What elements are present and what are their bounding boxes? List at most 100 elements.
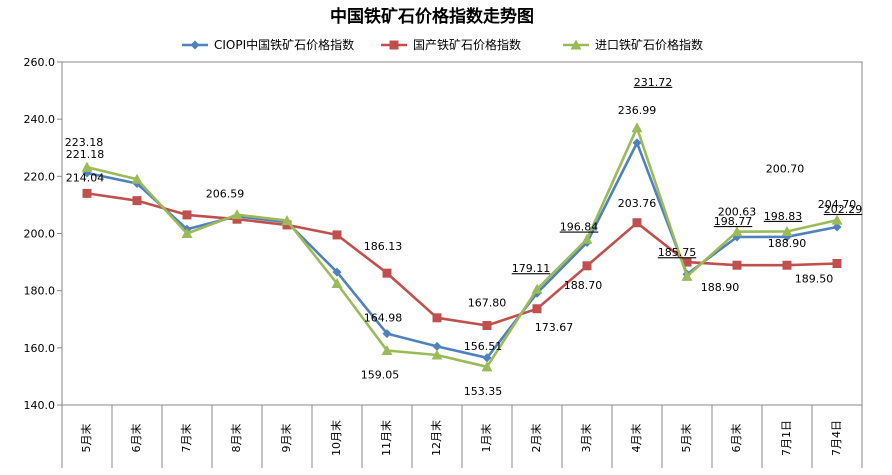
data-label: 221.18 (66, 148, 105, 161)
series-line (86, 192, 838, 327)
x-tick-label: 6月末 (729, 424, 743, 453)
data-label: 189.50 (795, 273, 834, 286)
triangle-marker (331, 278, 343, 289)
data-label: 204.70 (818, 198, 857, 211)
series-line (86, 141, 838, 360)
triangle-marker (781, 225, 793, 236)
data-label: 159.05 (361, 369, 400, 382)
data-label: 164.98 (364, 312, 403, 325)
y-tick-label: 220.0 (24, 170, 56, 183)
data-label: 196.84 (560, 221, 599, 234)
y-tick-label: 180.0 (24, 285, 56, 298)
x-tick-label: 7月1日 (780, 420, 793, 456)
data-label: 231.72 (634, 76, 673, 89)
triangle-marker (381, 345, 393, 356)
x-tick-label: 6月末 (129, 424, 143, 453)
data-label: 188.70 (564, 279, 603, 292)
triangle-marker (631, 122, 643, 133)
triangle-marker (231, 209, 243, 220)
diamond-marker (832, 222, 842, 232)
triangle-marker (431, 349, 443, 360)
data-label: 186.13 (364, 240, 403, 253)
series-3 (81, 122, 843, 372)
square-marker (382, 268, 392, 278)
data-label: 179.11 (512, 262, 551, 275)
x-tick-label: 3月末 (579, 424, 593, 453)
triangle-marker (681, 270, 693, 281)
square-marker (682, 257, 692, 267)
x-tick-label: 8月末 (229, 424, 243, 453)
square-marker (482, 321, 492, 331)
data-label: 214.04 (66, 171, 105, 184)
triangle-marker (481, 361, 493, 372)
x-tick-label: 7月4日 (830, 420, 843, 456)
x-tick-label: 4月末 (629, 424, 643, 453)
chart-title: 中国铁矿石价格指数走势图 (330, 6, 534, 27)
x-tick-label: 5月末 (679, 424, 693, 453)
square-marker (632, 218, 642, 228)
data-label: 203.76 (618, 197, 657, 210)
data-label: 198.77 (714, 215, 753, 228)
data-label: 185.75 (658, 246, 697, 259)
diamond-marker (632, 138, 642, 148)
square-marker (782, 260, 792, 270)
series-2 (82, 188, 842, 331)
y-tick-label: 260.0 (24, 56, 56, 69)
square-marker (332, 230, 342, 240)
square-marker (732, 260, 742, 270)
axes: 140.0 160.0 180.0 200.0 220.0 240.0 260.0 5月末 6月… (24, 56, 863, 468)
triangle-marker (581, 233, 593, 244)
data-label: 236.99 (618, 104, 657, 117)
legend-label: CIOPI中国铁矿石价格指数 (214, 37, 354, 52)
data-label: 167.80 (468, 297, 507, 310)
x-tick-label: 11月末 (379, 420, 393, 456)
diamond-marker (190, 40, 200, 50)
legend-item-1: CIOPI中国铁矿石价格指数 (182, 37, 354, 52)
data-label: 173.67 (535, 321, 574, 334)
triangle-marker (731, 226, 743, 237)
square-marker (832, 259, 842, 269)
triangle-marker (81, 161, 93, 172)
triangle-marker (570, 39, 582, 50)
data-label: 156.51 (464, 340, 503, 353)
y-tick-label: 140.0 (24, 399, 56, 412)
plot-area-frame (61, 61, 863, 406)
diamond-marker (332, 267, 342, 277)
diamond-marker (432, 341, 442, 351)
y-tick-label: 240.0 (24, 113, 56, 126)
square-marker (132, 196, 142, 206)
data-labels: 221.18 164.98 156.51 179.11 196.84 231.72 185.… (65, 76, 863, 398)
series-line (86, 126, 838, 369)
triangle-marker (281, 215, 293, 226)
triangle-marker (531, 283, 543, 294)
triangle-marker (131, 173, 143, 184)
data-label: 198.83 (764, 210, 803, 223)
data-label: 188.90 (701, 281, 740, 294)
square-marker (582, 261, 592, 271)
legend-item-3: 进口铁矿石价格指数 (563, 37, 703, 52)
data-label: 223.18 (65, 136, 104, 149)
square-marker (532, 304, 542, 314)
triangle-marker (831, 214, 843, 225)
series-1 (82, 138, 842, 363)
square-marker (182, 210, 192, 220)
x-tick-label: 12月末 (429, 420, 443, 456)
x-tick-label: 10月末 (329, 420, 343, 456)
square-marker (82, 188, 92, 198)
y-tick-label: 200.0 (24, 228, 56, 241)
diamond-marker (382, 329, 392, 339)
square-marker (432, 313, 442, 323)
series-layer (81, 122, 843, 372)
legend-label: 进口铁矿石价格指数 (595, 37, 703, 52)
triangle-marker (181, 228, 193, 238)
x-tick-label: 7月末 (179, 424, 193, 453)
data-label: 188.90 (768, 237, 807, 250)
data-label: 200.63 (718, 206, 757, 219)
diamond-marker (482, 353, 492, 363)
x-tick-label: 2月末 (529, 424, 543, 453)
square-marker (389, 40, 399, 50)
legend-item-2: 国产铁矿石价格指数 (381, 37, 521, 52)
x-tick-label: 5月末 (79, 424, 93, 453)
data-label: 153.35 (464, 385, 503, 398)
